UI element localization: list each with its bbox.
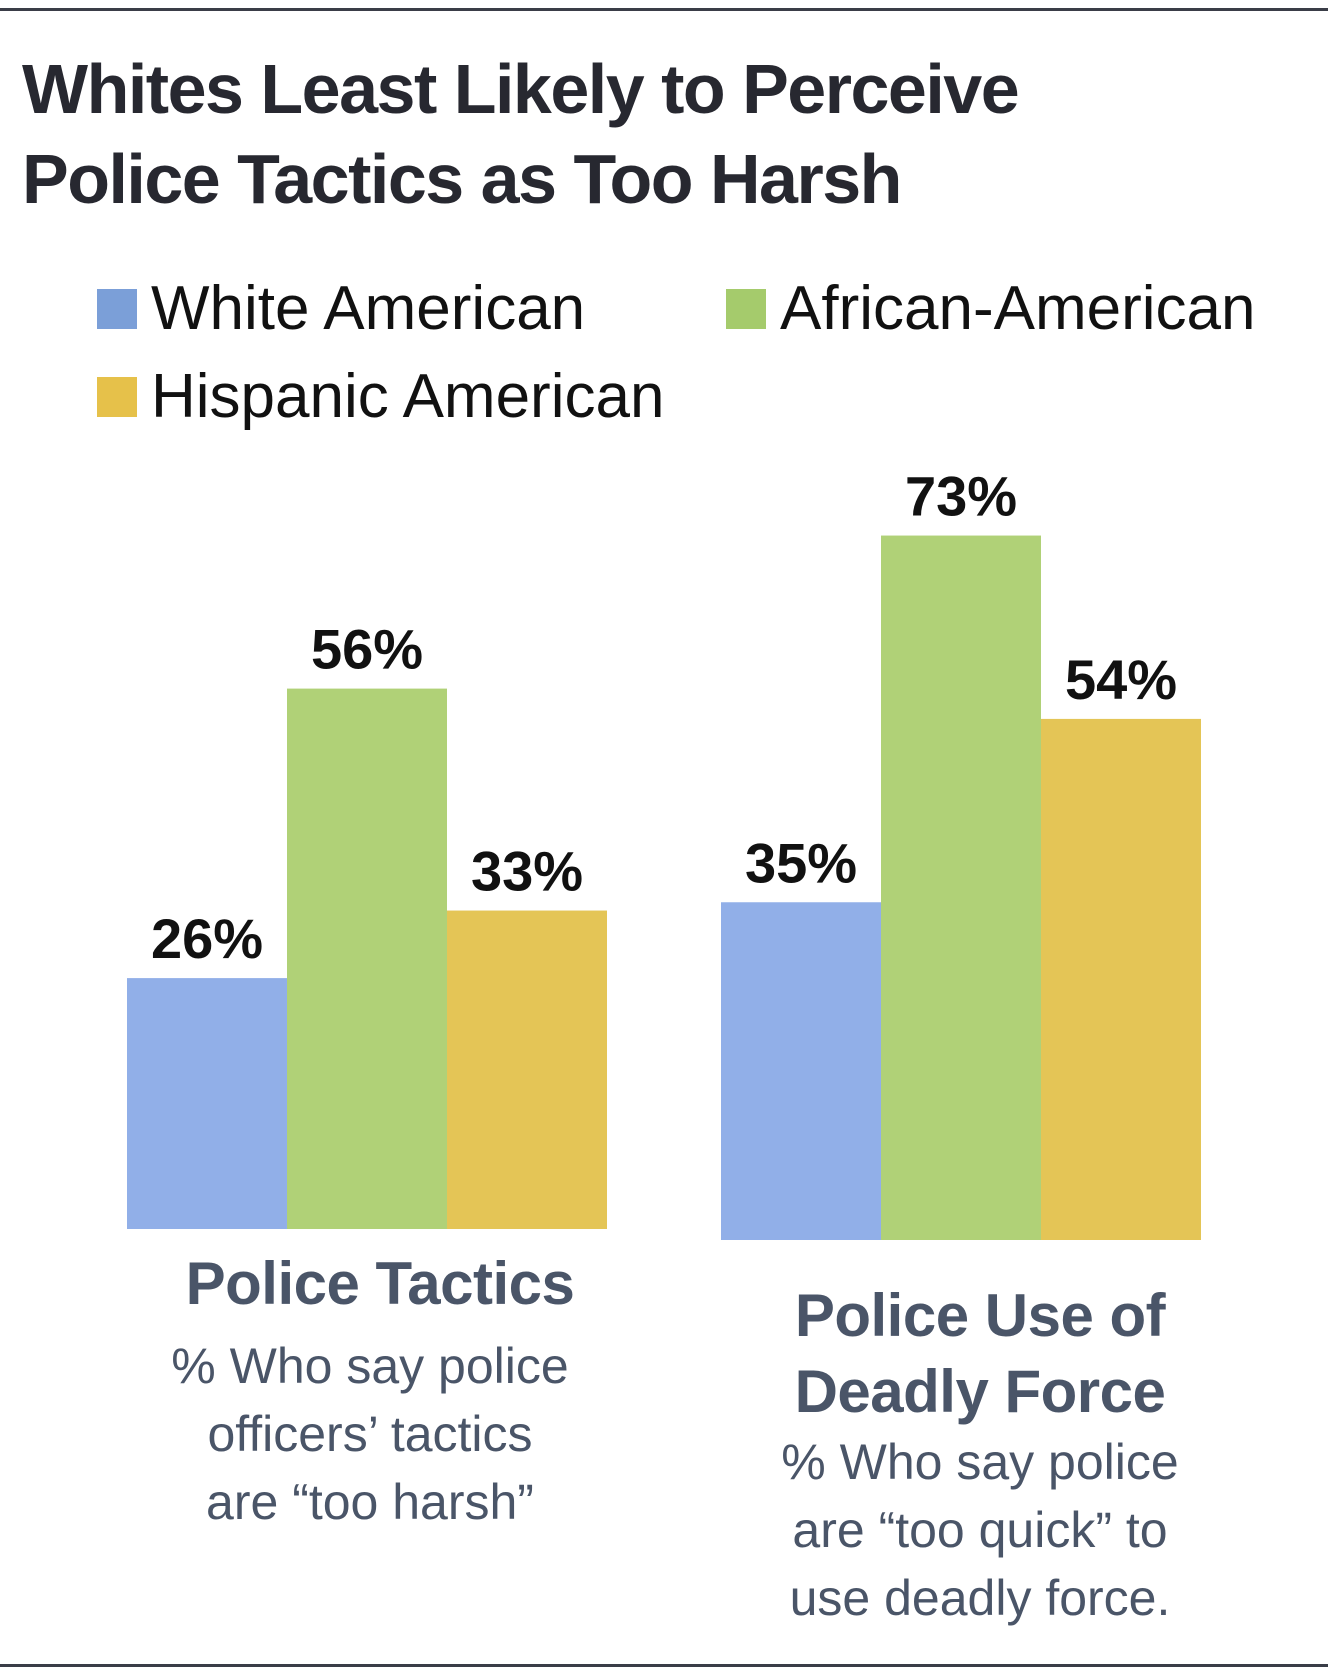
bar-label-police-tactics-african-american: 56% bbox=[311, 618, 423, 681]
group-title-deadly-force-line-2: Deadly Force bbox=[794, 1358, 1166, 1425]
bar-police-tactics-african-american bbox=[287, 688, 447, 1229]
bar-police-tactics-white-american bbox=[127, 978, 287, 1229]
legend-label-hispanic-american: Hispanic American bbox=[151, 362, 665, 431]
bar-label-police-tactics-white-american: 26% bbox=[151, 907, 263, 970]
bottom-rule bbox=[0, 1664, 1328, 1667]
legend-label-african-american: African-American bbox=[780, 274, 1256, 343]
group-subtitle-police-tactics-line-3: are “too harsh” bbox=[206, 1474, 534, 1530]
bar-police-use-of-deadly-force-white-american bbox=[721, 902, 881, 1240]
bar-police-tactics-hispanic-american bbox=[447, 910, 607, 1229]
bar-label-police-use-of-deadly-force-african-american: 73% bbox=[905, 465, 1017, 528]
top-rule bbox=[0, 8, 1328, 11]
group-subtitle-deadly-force-line-1: % Who say police bbox=[781, 1434, 1179, 1490]
bar-label-police-use-of-deadly-force-hispanic-american: 54% bbox=[1065, 648, 1177, 711]
group-title-deadly-force: Police Use of Deadly Force bbox=[700, 1278, 1260, 1430]
group-subtitle-deadly-force-line-2: are “too quick” to bbox=[792, 1502, 1168, 1558]
bar-police-use-of-deadly-force-hispanic-american bbox=[1041, 718, 1201, 1240]
group-subtitle-police-tactics: % Who say police officers’ tactics are “… bbox=[90, 1332, 650, 1536]
legend-label-white-american: White American bbox=[151, 274, 586, 343]
legend-swatch-hispanic-american bbox=[97, 377, 137, 417]
chart-title-line-2: Police Tactics as Too Harsh bbox=[22, 140, 902, 218]
group-subtitle-deadly-force-line-3: use deadly force. bbox=[789, 1570, 1171, 1626]
group-subtitle-deadly-force: % Who say police are “too quick” to use … bbox=[700, 1428, 1260, 1632]
group-subtitle-police-tactics-line-1: % Who say police bbox=[171, 1338, 569, 1394]
group-subtitle-police-tactics-line-2: officers’ tactics bbox=[207, 1406, 533, 1462]
legend-item-hispanic-american: Hispanic American bbox=[97, 362, 664, 432]
chart-title-line-1: Whites Least Likely to Perceive bbox=[22, 50, 1020, 128]
bar-label-police-use-of-deadly-force-white-american: 35% bbox=[745, 831, 857, 894]
legend-swatch-african-american bbox=[726, 289, 766, 329]
legend-item-white-american: White American bbox=[97, 274, 585, 344]
legend-swatch-white-american bbox=[97, 289, 137, 329]
bar-police-use-of-deadly-force-african-american bbox=[881, 535, 1041, 1240]
chart-title: Whites Least Likely to Perceive Police T… bbox=[22, 44, 1302, 224]
bar-label-police-tactics-hispanic-american: 33% bbox=[471, 840, 583, 903]
group-title-police-tactics-line-1: Police Tactics bbox=[185, 1250, 575, 1317]
group-title-deadly-force-line-1: Police Use of bbox=[794, 1282, 1166, 1349]
group-title-police-tactics: Police Tactics bbox=[100, 1246, 660, 1322]
legend-item-african-american: African-American bbox=[726, 274, 1255, 344]
